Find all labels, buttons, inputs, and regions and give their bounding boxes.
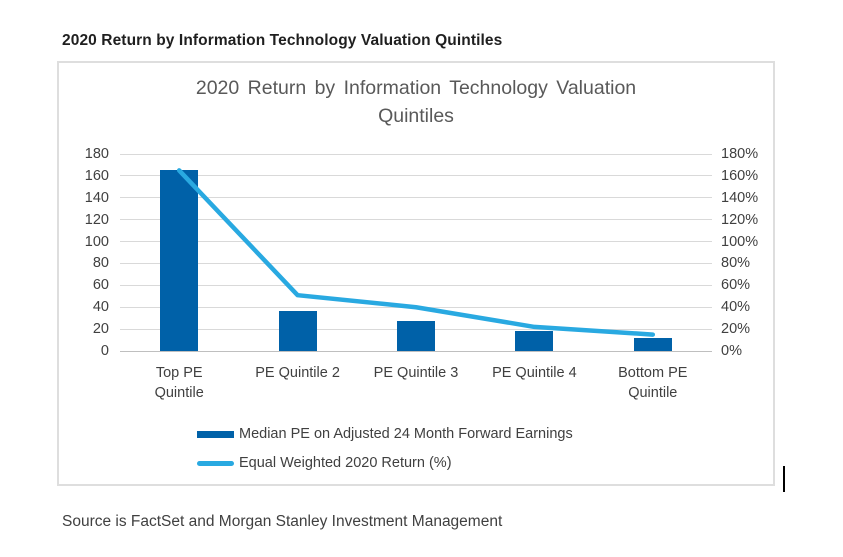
- bar: [160, 170, 199, 351]
- bar: [515, 331, 554, 351]
- gridline: [120, 262, 712, 264]
- x-axis-category-label: PE Quintile 4: [492, 365, 577, 381]
- gridline: [120, 197, 712, 199]
- legend-line-swatch-icon: [197, 460, 234, 466]
- x-axis-line: [120, 350, 712, 352]
- bar: [397, 321, 435, 351]
- y-axis-left-tick-label: 20: [92, 321, 109, 338]
- y-axis-right-tick-label: 120%: [721, 211, 759, 228]
- y-axis-left-tick-label: 100: [84, 233, 109, 250]
- gridline: [120, 153, 712, 155]
- legend-item: Equal Weighted 2020 Return (%): [197, 455, 452, 471]
- y-axis-right-tick-label: 40%: [721, 299, 751, 316]
- gridline: [120, 241, 712, 243]
- y-axis-left-tick-label: 60: [92, 277, 109, 294]
- legend-label: Equal Weighted 2020 Return (%): [239, 455, 452, 471]
- y-axis-right-tick-label: 160%: [721, 167, 759, 184]
- x-axis-category-label: Bottom PE Quintile: [618, 365, 688, 401]
- y-axis-right-tick-label: 100%: [721, 233, 759, 250]
- page-heading: 2020 Return by Information Technology Va…: [62, 32, 503, 49]
- text-cursor: [783, 466, 785, 492]
- y-axis-right-tick-label: 0%: [721, 343, 742, 359]
- x-axis-category-label: PE Quintile 3: [373, 365, 459, 381]
- chart-frame[interactable]: 2020 Return by Information Technology Va…: [57, 61, 775, 486]
- y-axis-left-tick-label: 80: [92, 255, 109, 272]
- y-axis-right-tick-label: 80%: [721, 255, 751, 272]
- y-axis-left-tick-label: 120: [84, 211, 109, 228]
- gridline: [120, 284, 712, 286]
- y-axis-left-tick-label: 180: [84, 146, 109, 162]
- x-axis-category-label: Top PE Quintile: [154, 365, 204, 401]
- return-line: [176, 168, 656, 337]
- legend-item: Median PE on Adjusted 24 Month Forward E…: [197, 426, 573, 442]
- y-axis-left-tick-label: 140: [84, 189, 109, 206]
- x-axis-category-label: PE Quintile 2: [255, 365, 340, 381]
- y-axis-right-tick-label: 140%: [721, 189, 759, 206]
- chart-title: 2020 Return by Information Technology Va…: [195, 77, 637, 128]
- gridline: [120, 219, 712, 221]
- source-note: Source is FactSet and Morgan Stanley Inv…: [62, 513, 503, 530]
- y-axis-left-tick-label: 40: [92, 299, 109, 316]
- gridline: [120, 175, 712, 177]
- y-axis-right-tick-label: 180%: [721, 146, 759, 162]
- y-axis-right-tick-label: 20%: [721, 321, 751, 338]
- y-axis-left-tick-label: 0: [100, 343, 109, 359]
- y-axis-left-tick-label: 160: [84, 167, 109, 184]
- legend-bar-swatch-icon: [197, 430, 234, 438]
- return-line-canvas: [176, 168, 656, 337]
- bar: [633, 337, 672, 351]
- bar: [278, 310, 317, 351]
- plot-area: [120, 153, 712, 352]
- y-axis-right-tick-label: 60%: [721, 277, 751, 294]
- legend-label: Median PE on Adjusted 24 Month Forward E…: [239, 426, 573, 442]
